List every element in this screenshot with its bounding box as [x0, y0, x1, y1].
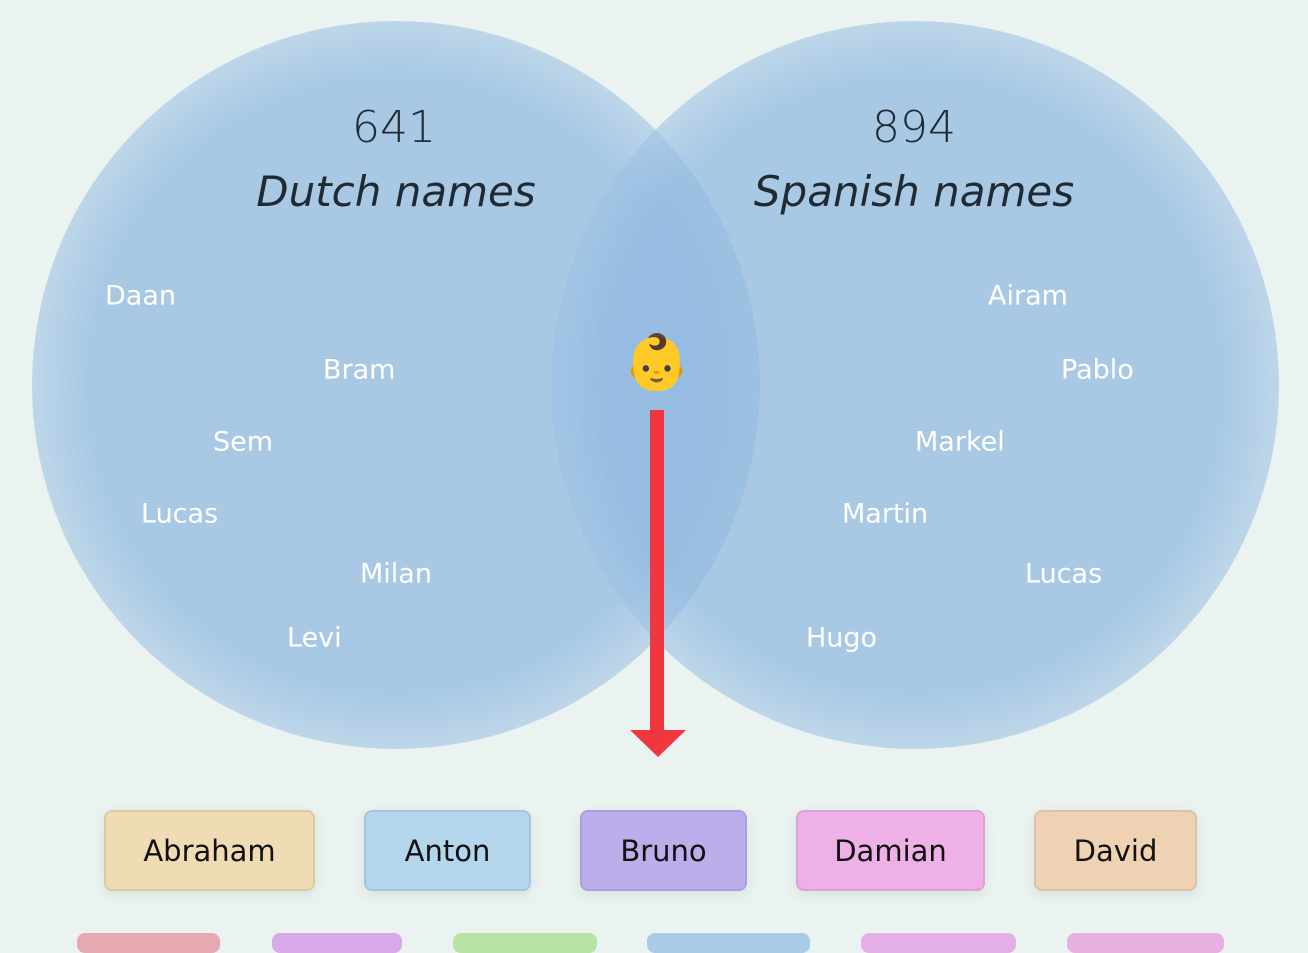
name-label: Bram — [323, 355, 395, 386]
result-button[interactable]: Anton — [364, 810, 531, 891]
name-label: Markel — [915, 427, 1005, 458]
result-button[interactable]: David — [1034, 810, 1197, 891]
right-circle — [551, 21, 1279, 749]
right-count: 894 — [872, 102, 956, 153]
name-label: Hugo — [806, 623, 877, 654]
result-chip — [77, 933, 220, 953]
name-label: Lucas — [141, 499, 218, 530]
right-label: Spanish names — [754, 167, 1074, 216]
left-label: Dutch names — [256, 167, 535, 216]
name-label: Lucas — [1025, 559, 1102, 590]
arrow-shaft — [650, 410, 664, 732]
result-button[interactable]: Damian — [796, 810, 985, 891]
baby-icon: 👶 — [623, 331, 690, 394]
left-circle — [32, 21, 760, 749]
name-label: Airam — [988, 281, 1068, 312]
result-chip — [1067, 933, 1224, 953]
name-label: Martin — [842, 499, 928, 530]
result-chip — [453, 933, 597, 953]
name-label: Daan — [105, 281, 176, 312]
arrow-head — [630, 730, 686, 757]
result-chip — [647, 933, 810, 953]
name-label: Pablo — [1061, 355, 1134, 386]
result-chip — [861, 933, 1016, 953]
left-count: 641 — [352, 102, 436, 153]
result-button[interactable]: Bruno — [580, 810, 747, 891]
name-label: Milan — [360, 559, 432, 590]
result-chip — [272, 933, 402, 953]
name-label: Levi — [287, 623, 342, 654]
name-label: Sem — [213, 427, 273, 458]
result-button[interactable]: Abraham — [104, 810, 315, 891]
